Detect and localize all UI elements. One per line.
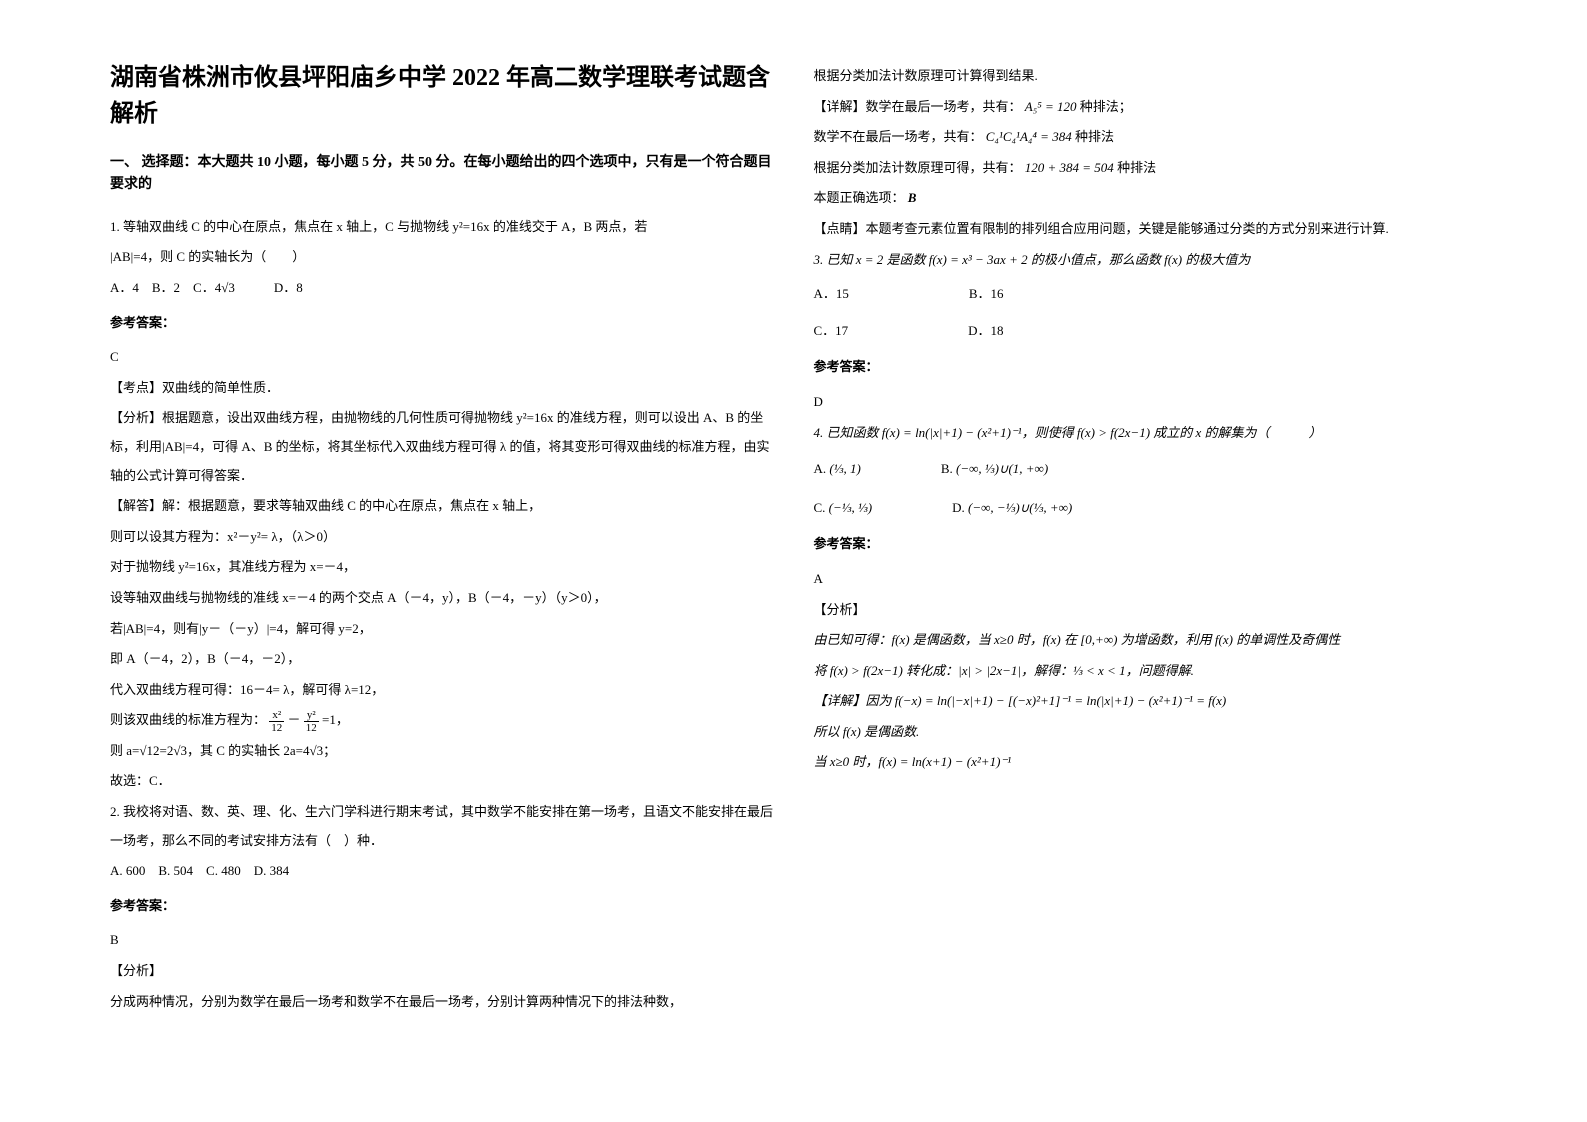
q1-jieda-10: 故选：C．: [110, 767, 774, 796]
r3: 数学不在最后一场考，共有： C₄¹C₄¹A₄⁴ = 384 种排法: [814, 123, 1478, 152]
q1-jieda-3: 对于抛物线 y²=16x，其准线方程为 x=－4，: [110, 553, 774, 582]
q4-fenxi: 由已知可得：f(x) 是偶函数，当 x≥0 时，f(x) 在 [0,+∞) 为增…: [814, 626, 1478, 655]
frac-1: x² 12: [269, 709, 284, 734]
right-column: 根据分类加法计数原理可计算得到结果. 【详解】数学在最后一场考，共有： A₅⁵ …: [794, 60, 1498, 1062]
q3-ans-label: 参考答案：: [814, 353, 1478, 382]
q4-fenxi-label: 【分析】: [814, 596, 1478, 625]
r3-formula: C₄¹C₄¹A₄⁴ = 384: [986, 129, 1072, 144]
q4-opts-row-1: A. (⅓, 1) B. (−∞, ⅓)∪(1, +∞): [814, 453, 1478, 486]
q2-stem: 2. 我校将对语、数、英、理、化、生六门学科进行期末考试，其中数学不能安排在第一…: [110, 798, 774, 855]
q2-options: A. 600 B. 504 C. 480 D. 384: [110, 857, 774, 886]
q2-fenxi-label: 【分析】: [110, 957, 774, 986]
q1-jieda-8: 则该双曲线的标准方程为： x² 12 － y² 12 =1，: [110, 706, 774, 735]
q4-opts-row-2: C. (−⅓, ⅓) D. (−∞, −⅓)∪(⅓, +∞): [814, 492, 1478, 525]
q1-jieda-7: 代入双曲线方程可得：16－4= λ，解可得 λ=12，: [110, 676, 774, 705]
q3-opt-b: B．16: [969, 280, 1004, 309]
q1-jieda-4: 设等轴双曲线与抛物线的准线 x=－4 的两个交点 A（－4，y），B（－4，－y…: [110, 584, 774, 613]
section-1-head: 一、 选择题：本大题共 10 小题，每小题 5 分，共 50 分。在每小题给出的…: [110, 152, 774, 197]
q3-opt-a: A．15: [814, 280, 849, 309]
q1-kaodian: 【考点】双曲线的简单性质．: [110, 374, 774, 403]
r5-ans: B: [908, 190, 917, 205]
r2: 【详解】数学在最后一场考，共有： A₅⁵ = 120 种排法；: [814, 93, 1478, 122]
r2-formula: A₅⁵ = 120: [1025, 99, 1077, 114]
q4-fenxi-2: 将 f(x) > f(2x−1) 转化成：|x| > |2x−1|，解得：⅓ <…: [814, 657, 1478, 686]
q2-fenxi: 分成两种情况，分别为数学在最后一场考和数学不在最后一场考，分别计算两种情况下的排…: [110, 988, 774, 1017]
q3-opt-c: C．17: [814, 317, 849, 346]
q2-ans: B: [110, 926, 774, 955]
q1-fenxi: 【分析】根据题意，设出双曲线方程，由抛物线的几何性质可得抛物线 y²=16x 的…: [110, 404, 774, 490]
q4-xj-2: 所以 f(x) 是偶函数.: [814, 718, 1478, 747]
r4: 根据分类加法计数原理可得，共有： 120 + 384 = 504 种排法: [814, 154, 1478, 183]
q1-jieda-8-tail: =1，: [322, 712, 349, 727]
q1-jieda-6: 即 A（－4，2），B（－4，－2），: [110, 645, 774, 674]
q2-ans-label: 参考答案：: [110, 892, 774, 921]
q1-jieda-2: 则可以设其方程为：x²－y²= λ，（λ＞0）: [110, 523, 774, 552]
q3-opts-row-1: A．15 B．16: [814, 278, 1478, 311]
q1-ans: C: [110, 343, 774, 372]
q1-jieda-5: 若|AB|=4，则有|y－（－y）|=4，解可得 y=2，: [110, 615, 774, 644]
q1-stem-2: |AB|=4，则 C 的实轴长为（ ）: [110, 243, 774, 272]
left-column: 湖南省株洲市攸县坪阳庙乡中学 2022 年高二数学理联考试题含解析 一、 选择题…: [90, 60, 794, 1062]
q4-opt-a: A. (⅓, 1): [814, 455, 861, 484]
q4-ans-label: 参考答案：: [814, 530, 1478, 559]
q4-xj-3: 当 x≥0 时，f(x) = ln(x+1) − (x²+1)⁻¹: [814, 748, 1478, 777]
r1: 根据分类加法计数原理可计算得到结果.: [814, 62, 1478, 91]
q4-ans: A: [814, 565, 1478, 594]
q3-opts-row-2: C．17 D．18: [814, 315, 1478, 348]
r6: 【点睛】本题考查元素位置有限制的排列组合应用问题，关键是能够通过分类的方式分别来…: [814, 215, 1478, 244]
q4-stem: 4. 已知函数 f(x) = ln(|x|+1) − (x²+1)⁻¹，则使得 …: [814, 419, 1478, 448]
q3-opt-d: D．18: [968, 317, 1003, 346]
q1-stem-1: 1. 等轴双曲线 C 的中心在原点，焦点在 x 轴上，C 与抛物线 y²=16x…: [110, 213, 774, 242]
q3-ans: D: [814, 388, 1478, 417]
q1-jieda-8-pre: 则该双曲线的标准方程为：: [110, 712, 266, 727]
q1-options: A．4 B．2 C．4√3 D．8: [110, 274, 774, 303]
q1-jieda-9: 则 a=√12=2√3，其 C 的实轴长 2a=4√3；: [110, 737, 774, 766]
frac-2: y² 12: [304, 709, 319, 734]
q1-ans-label: 参考答案：: [110, 309, 774, 338]
q1-jieda-8-mid: －: [288, 712, 304, 727]
q4-xj: 【详解】因为 f(−x) = ln(|−x|+1) − [(−x)²+1]⁻¹ …: [814, 687, 1478, 716]
doc-title: 湖南省株洲市攸县坪阳庙乡中学 2022 年高二数学理联考试题含解析: [110, 60, 774, 132]
q3-stem: 3. 已知 x = 2 是函数 f(x) = x³ − 3ax + 2 的极小值…: [814, 246, 1478, 275]
q4-opt-c: C. (−⅓, ⅓): [814, 494, 873, 523]
r4-formula: 120 + 384 = 504: [1025, 160, 1114, 175]
r5: 本题正确选项： B: [814, 184, 1478, 213]
q4-opt-b: B. (−∞, ⅓)∪(1, +∞): [941, 455, 1048, 484]
q1-jieda-1: 【解答】解：根据题意，要求等轴双曲线 C 的中心在原点，焦点在 x 轴上，: [110, 492, 774, 521]
q4-opt-d: D. (−∞, −⅓)∪(⅓, +∞): [952, 494, 1072, 523]
